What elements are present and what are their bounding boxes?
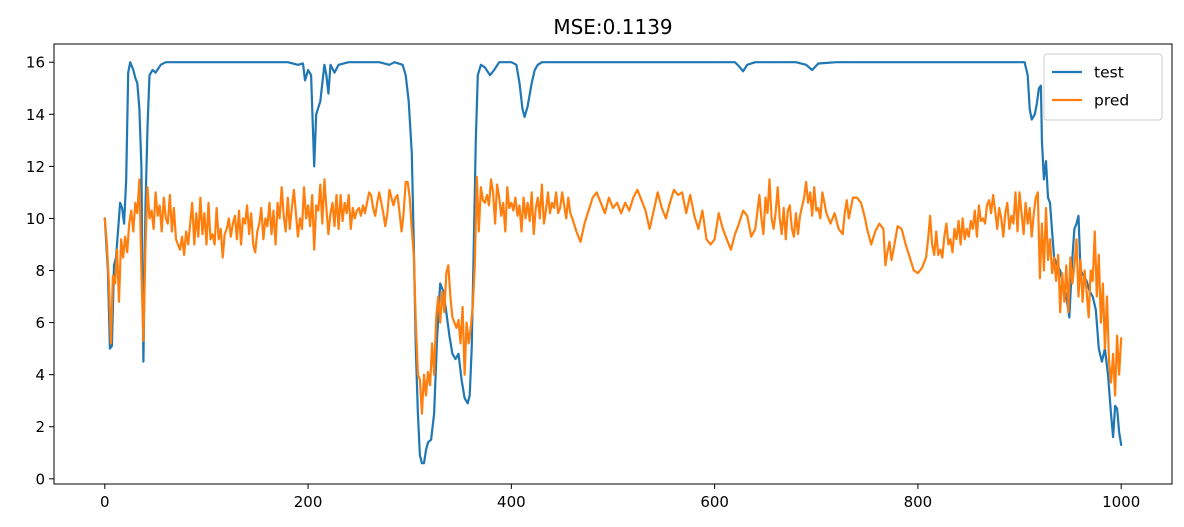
y-tick-label: 4 <box>35 366 45 384</box>
y-tick-label: 8 <box>35 262 45 280</box>
legend: test pred <box>1043 53 1163 121</box>
x-tick-label: 600 <box>700 493 729 511</box>
y-tick-label: 14 <box>26 106 45 124</box>
x-tick-label: 400 <box>497 493 526 511</box>
x-tick-label: 1000 <box>1102 493 1140 511</box>
y-tick-label: 0 <box>35 470 45 488</box>
x-tick-label: 200 <box>294 493 323 511</box>
plot-area <box>103 61 1123 465</box>
series-line-pred <box>103 175 1123 415</box>
y-tick-label: 2 <box>35 418 45 436</box>
axes-frame <box>53 43 1173 485</box>
legend-label-test: test <box>1094 64 1124 82</box>
series-line-test <box>103 61 1123 465</box>
legend-box <box>1043 53 1163 121</box>
axes: 0 200 400 600 800 1000 0 2 4 6 8 10 12 14 16 <box>26 43 1173 511</box>
y-tick-label: 10 <box>26 210 45 228</box>
chart-title: MSE:0.1139 <box>553 15 672 39</box>
x-tick-label: 0 <box>100 493 110 511</box>
y-tick-label: 6 <box>35 314 45 332</box>
y-tick-label: 12 <box>26 158 45 176</box>
legend-label-pred: pred <box>1094 92 1129 110</box>
x-tick-label: 800 <box>904 493 933 511</box>
y-tick-label: 16 <box>26 54 45 72</box>
